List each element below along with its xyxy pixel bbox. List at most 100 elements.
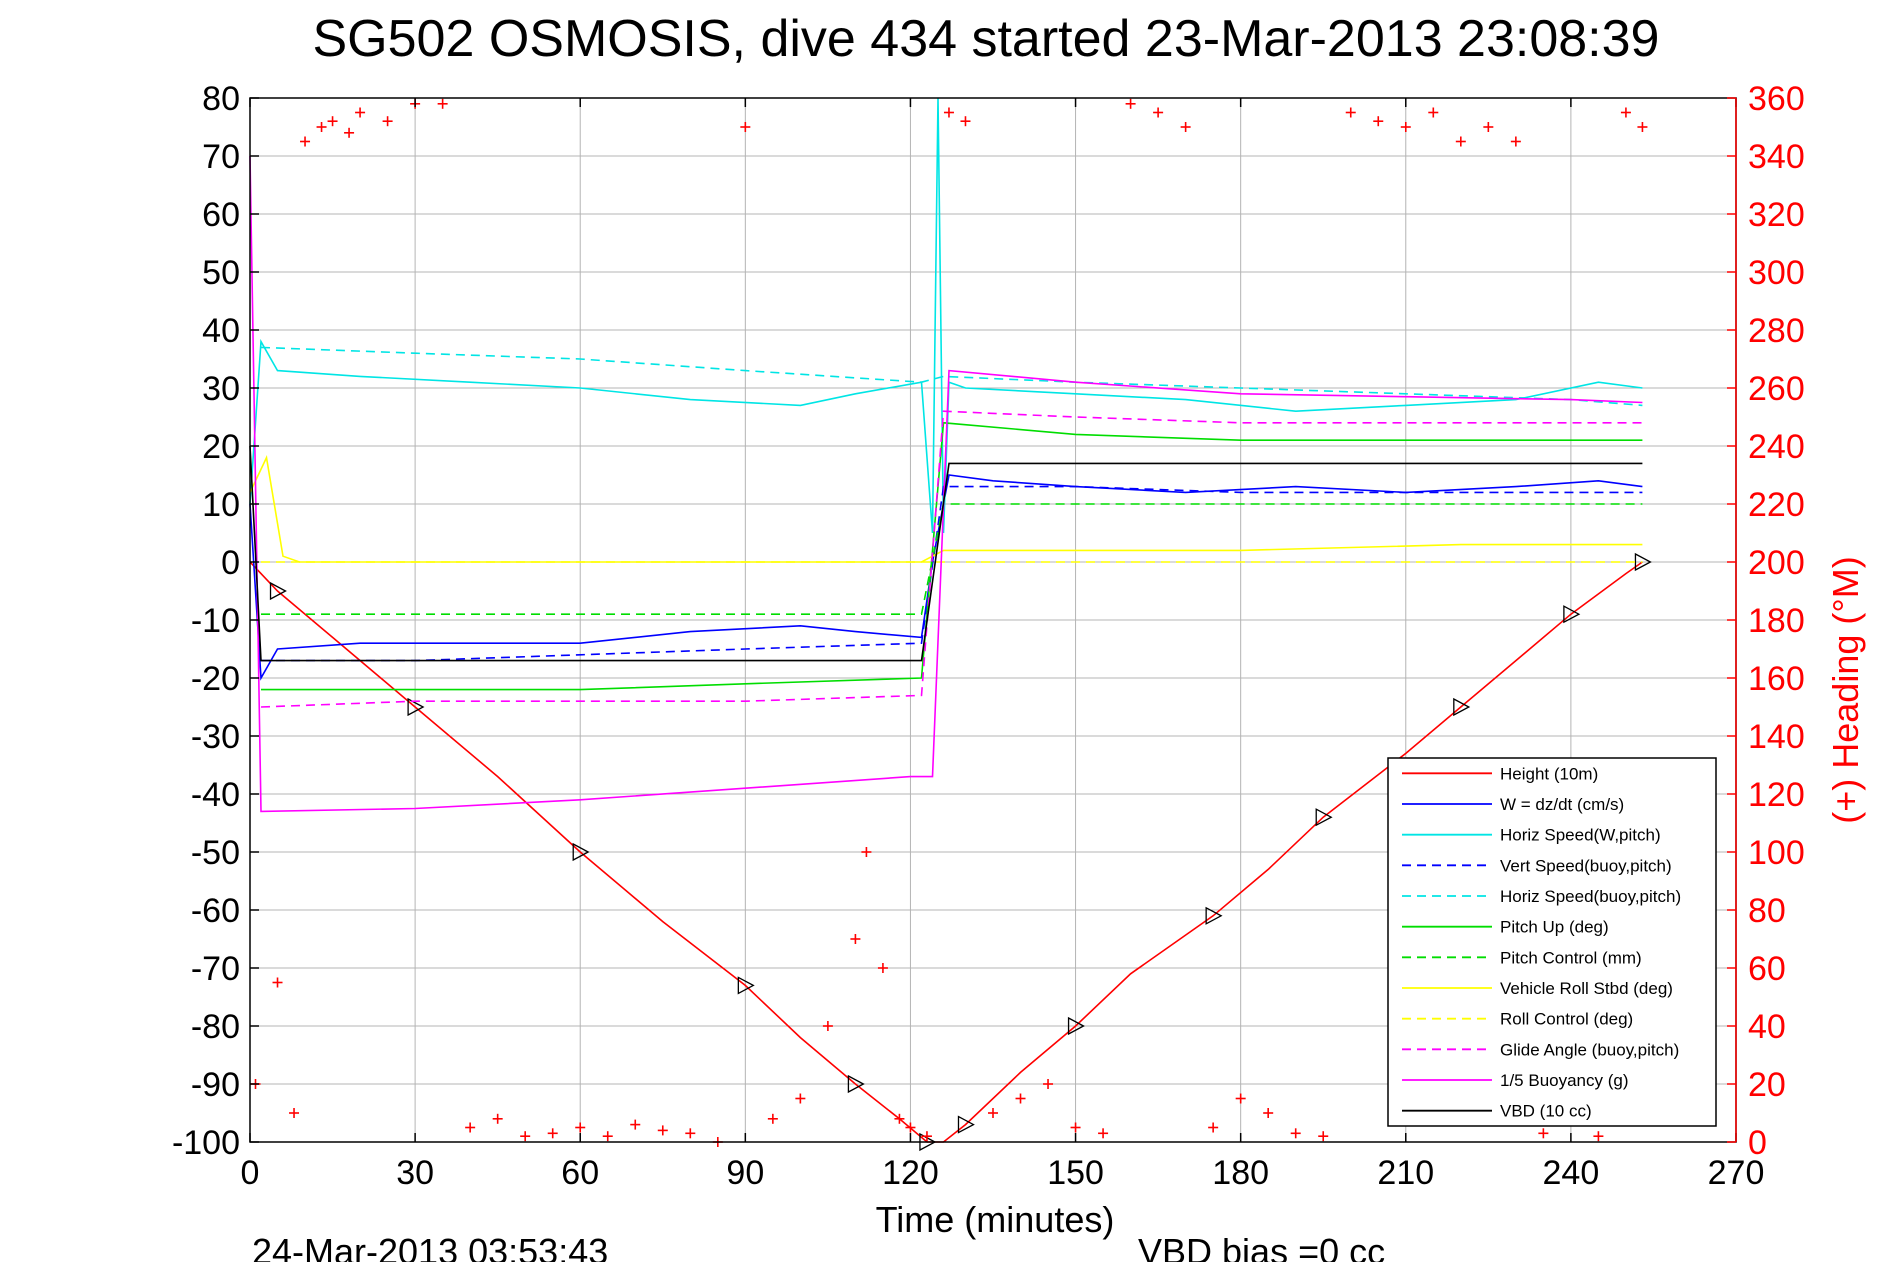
heading-marker [1428, 107, 1439, 118]
x-tick-label: 150 [1047, 1154, 1104, 1192]
heading-marker [1637, 122, 1648, 132]
legend-label: Horiz Speed(W,pitch) [1500, 826, 1661, 845]
y-tick-label: 80 [202, 80, 240, 118]
y-axis-ticks: 80 70 60 50 40 30 20 10 0 -10 -20 -30 -40 -50 -60 -70 -8… [172, 80, 259, 1162]
y2-axis-ticks: 3603403203002802602402202001801601401201… [1727, 80, 1805, 1162]
heading-marker [1180, 122, 1191, 132]
heading-marker [1153, 107, 1164, 118]
legend-label: Vert Speed(buoy,pitch) [1500, 856, 1672, 875]
heading-marker [988, 1108, 998, 1118]
height-marker [1563, 605, 1581, 624]
y2-tick-label: 60 [1748, 950, 1786, 988]
x-tick-label: 240 [1543, 1154, 1600, 1192]
series-line-glide-angle-buoy-pitch [260, 410, 1643, 708]
heading-marker [1538, 1128, 1549, 1139]
y2-tick-label: 0 [1748, 1124, 1767, 1162]
y2-tick-label: 260 [1748, 370, 1805, 408]
y-tick-label: 20 [202, 428, 240, 466]
heading-marker [492, 1113, 503, 1124]
series-line-height-10m [249, 561, 1643, 1143]
x-tick-label: 90 [726, 1154, 764, 1192]
heading-marker [465, 1122, 476, 1133]
y2-tick-label: 40 [1748, 1008, 1786, 1046]
heading-marker [575, 1122, 586, 1133]
x-tick-label: 180 [1212, 1154, 1269, 1192]
heading-marker [767, 1113, 778, 1124]
y-tick-label: 0 [221, 544, 240, 582]
y-tick-label: -60 [191, 892, 240, 930]
heading-marker [437, 98, 448, 109]
y2-tick-label: 180 [1748, 602, 1805, 640]
series-line-vbd-10-cc [249, 445, 1643, 662]
height-marker [1205, 906, 1223, 925]
heading-marker [1235, 1093, 1246, 1104]
height-marker [847, 1074, 865, 1094]
y2-tick-label: 140 [1748, 718, 1805, 756]
heading-marker [1015, 1093, 1026, 1104]
y-tick-label: -100 [172, 1124, 240, 1162]
y-tick-label: -50 [191, 834, 240, 872]
heading-marker [1373, 116, 1384, 127]
heading-marker [382, 116, 393, 127]
height-marker [407, 697, 425, 717]
heading-marker [1483, 122, 1494, 132]
heading-marker [1043, 1079, 1054, 1089]
y2-tick-label: 160 [1748, 660, 1805, 698]
series-line-w-dz-dt-cm-s [249, 474, 1643, 681]
heading-marker [1290, 1128, 1301, 1139]
heading-marker [344, 127, 355, 138]
legend-label: Glide Angle (buoy,pitch) [1500, 1040, 1679, 1059]
series-line-pitch-control-mm [261, 503, 1643, 616]
height-marker [269, 581, 287, 601]
legend-label: Horiz Speed(buoy,pitch) [1500, 887, 1681, 906]
heading-marker [1208, 1122, 1219, 1133]
heading-marker [327, 116, 338, 127]
height-marker [1453, 697, 1471, 717]
heading-marker [740, 122, 751, 132]
legend-label: W = dz/dt (cm/s) [1500, 795, 1624, 814]
y2-tick-label: 280 [1748, 312, 1805, 350]
legend: Height (10m) W = dz/dt (cm/s) Horiz Speed(… [1387, 757, 1717, 1127]
height-marker [572, 842, 590, 862]
heading-marker [1263, 1108, 1274, 1118]
heading-marker [1400, 122, 1411, 132]
y2-tick-label: 240 [1748, 428, 1805, 466]
y2-tick-label: 200 [1748, 544, 1805, 582]
y-tick-label: -70 [191, 950, 240, 988]
y2-tick-label: 20 [1748, 1066, 1786, 1104]
heading-marker [943, 107, 954, 118]
height-marker [957, 1115, 975, 1134]
heading-marker [894, 1113, 905, 1124]
heading-marker [877, 963, 888, 973]
heading-marker [289, 1108, 300, 1118]
y2-tick-label: 100 [1748, 834, 1805, 872]
legend-label: Vehicle Roll Stbd (deg) [1500, 979, 1673, 998]
height-marker [737, 976, 755, 995]
heading-marker [850, 934, 861, 944]
series-line-pitch-up-deg [261, 421, 1643, 691]
series-line-vert-speed-buoy-pitch [261, 485, 1643, 662]
legend-label: Pitch Up (deg) [1500, 918, 1609, 937]
y2-tick-label: 340 [1748, 138, 1805, 176]
heading-marker [795, 1093, 806, 1104]
legend-label: Height (10m) [1500, 764, 1598, 783]
x-axis-label: Time (minutes) [876, 1199, 1115, 1240]
vbd-bias-label: VBD bias =0 cc [1138, 1231, 1385, 1262]
x-axis-ticks: 0 30 60 90 120 150 180 210 240 270 [241, 98, 1764, 1192]
y-tick-label: -30 [191, 718, 240, 756]
heading-marker [1593, 1131, 1604, 1142]
heading-marker [316, 122, 327, 132]
y2-tick-label: 300 [1748, 254, 1805, 292]
y-tick-label: 40 [202, 312, 240, 350]
y-tick-label: 60 [202, 196, 240, 234]
y2-axis-label: (+) Heading (°M) [1825, 556, 1866, 823]
height-marker [1315, 808, 1333, 827]
series-line-horiz-speed-buoy-pitch [260, 346, 1643, 407]
heading-marker [1125, 98, 1136, 109]
heading-marker [1620, 107, 1631, 118]
heading-marker [905, 1122, 916, 1133]
height-marker [1634, 552, 1652, 572]
heading-marker [520, 1131, 531, 1142]
x-tick-label: 30 [396, 1154, 434, 1192]
